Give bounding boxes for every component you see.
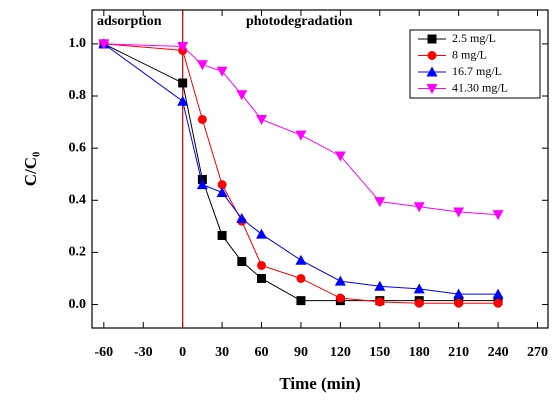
x-tick-label: -30 — [134, 345, 153, 360]
marker — [295, 130, 307, 141]
series-line — [103, 43, 499, 295]
marker — [335, 293, 345, 303]
y-tick-label: 0.4 — [69, 192, 87, 207]
marker — [375, 297, 385, 307]
marker — [217, 180, 227, 190]
marker — [453, 207, 465, 218]
marker — [296, 273, 306, 283]
marker — [334, 275, 346, 286]
marker — [413, 202, 425, 213]
legend-marker — [426, 84, 438, 94]
marker — [236, 213, 248, 224]
marker — [413, 283, 425, 294]
marker — [492, 210, 504, 221]
x-tick-label: 150 — [369, 345, 390, 360]
y-axis-label: C/C₀ — [21, 152, 40, 186]
x-axis-label: Time (min) — [279, 374, 360, 393]
legend-marker — [427, 34, 437, 44]
legend-label: 2.5 mg/L — [452, 31, 496, 45]
marker — [216, 66, 228, 77]
x-tick-label: 90 — [294, 345, 308, 360]
marker — [257, 273, 267, 283]
plot-frame — [91, 9, 549, 329]
legend-label: 41.30 mg/L — [452, 80, 508, 94]
marker — [493, 298, 503, 308]
y-tick-label: 0.6 — [69, 140, 87, 155]
x-tick-label: -60 — [94, 345, 113, 360]
marker — [374, 280, 386, 291]
marker — [453, 288, 465, 299]
marker — [177, 95, 189, 106]
x-tick-label: 60 — [255, 345, 269, 360]
legend-label: 8 mg/L — [452, 47, 487, 61]
y-tick-label: 0.2 — [69, 245, 87, 260]
marker — [178, 78, 188, 88]
marker — [295, 254, 307, 265]
marker — [492, 288, 504, 299]
x-tick-label: 0 — [179, 345, 186, 360]
marker — [256, 114, 268, 125]
legend-label: 16.7 mg/L — [452, 64, 502, 78]
marker — [98, 39, 110, 50]
marker — [216, 186, 228, 197]
marker — [256, 228, 268, 239]
marker — [196, 60, 208, 71]
y-tick-label: 0.0 — [69, 297, 87, 312]
marker — [334, 151, 346, 162]
x-tick-label: 270 — [527, 345, 548, 360]
marker — [374, 197, 386, 208]
x-tick-label: 240 — [488, 345, 509, 360]
series-line — [103, 43, 499, 302]
marker — [197, 114, 207, 124]
marker — [257, 260, 267, 270]
marker — [196, 179, 208, 190]
marker — [237, 257, 247, 267]
marker — [177, 41, 189, 52]
marker — [236, 90, 248, 101]
marker — [217, 230, 227, 240]
x-tick-label: 180 — [409, 345, 430, 360]
legend-marker — [426, 66, 438, 77]
marker — [454, 298, 464, 308]
legend-marker — [427, 51, 437, 60]
x-tick-label: 120 — [330, 345, 351, 360]
x-tick-label: 30 — [215, 345, 229, 360]
y-tick-label: 0.8 — [69, 88, 87, 103]
marker — [414, 298, 424, 308]
y-tick-label: 1.0 — [69, 36, 87, 51]
annotation: adsorption — [97, 14, 162, 29]
annotation: photodegradation — [246, 14, 353, 29]
x-tick-label: 210 — [448, 345, 469, 360]
marker — [296, 296, 306, 306]
series-line — [103, 43, 499, 304]
